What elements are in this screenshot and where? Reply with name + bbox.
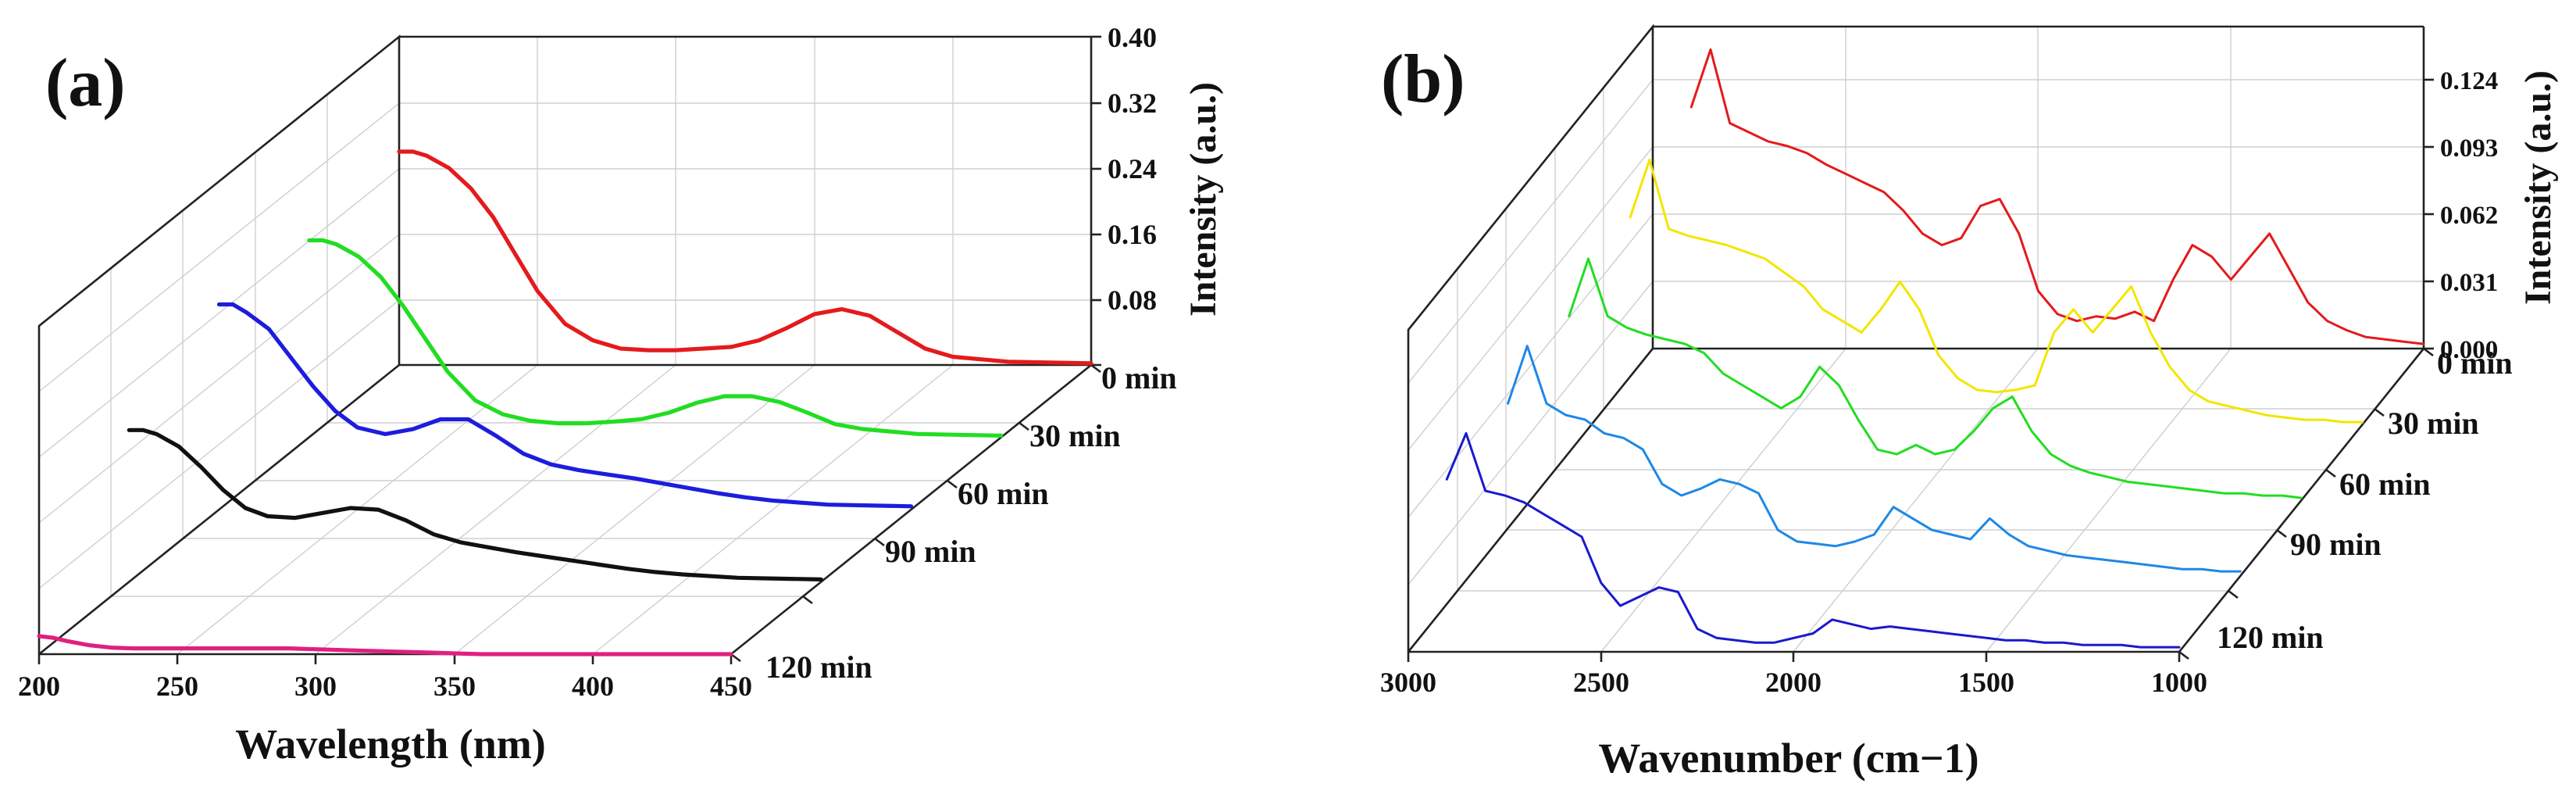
b-depth-label: 30 min — [2388, 406, 2479, 441]
series-line-120-min — [1445, 431, 2181, 649]
b-depth-label: 60 min — [2339, 467, 2431, 502]
series-line-30-min — [1629, 159, 2364, 424]
panel-a: (a) 200 250 300 350 400 450 Wavelength (… — [18, 22, 1224, 767]
a-y-tick: 0.40 — [1108, 22, 1157, 53]
a-y-tick: 0.08 — [1108, 284, 1157, 316]
a-depth-label: 90 min — [885, 534, 976, 569]
a-y-tick: 0.16 — [1108, 219, 1157, 250]
panel-a-label: (a) — [45, 45, 126, 121]
series-line-90-min — [1507, 345, 2242, 573]
b-y-tick: 0.062 — [2440, 202, 2498, 230]
a-depth-label: 30 min — [1029, 418, 1121, 453]
panel-b-x-title: Wavenumber (cm−1) — [1598, 735, 1978, 782]
series-line-60-min — [1568, 257, 2303, 499]
series-line-90-min — [127, 428, 823, 582]
b-y-tick: 0.000 — [2440, 336, 2498, 364]
panel-a-y-ticks: 0.40 0.32 0.24 0.16 0.08 — [1108, 22, 1157, 316]
b-y-tick: 0.031 — [2440, 269, 2498, 297]
a-x-tick: 250 — [156, 671, 198, 702]
a-depth-label: 0 min — [1101, 360, 1177, 395]
series-line-0-min — [1689, 48, 2425, 345]
panel-b-label: (b) — [1381, 41, 1465, 117]
a-x-tick: 200 — [18, 671, 60, 702]
panel-a-y-title: Intensity (a.u.) — [1183, 82, 1224, 317]
panel-b-grid — [1408, 26, 2424, 653]
b-x-tick: 1000 — [2151, 667, 2207, 698]
b-depth-label: 0 min — [2437, 345, 2513, 381]
panel-b-depth-labels: 0 min 30 min 60 min 90 min 120 min — [2217, 345, 2513, 655]
a-x-tick: 400 — [572, 671, 614, 702]
b-x-tick: 3000 — [1380, 667, 1436, 698]
series-line-60-min — [216, 302, 914, 509]
b-x-tick: 2500 — [1573, 667, 1629, 698]
panel-a-x-ticks: 200 250 300 350 400 450 — [18, 671, 752, 702]
panel-a-x-title: Wavelength (nm) — [235, 721, 546, 767]
series-line-120-min — [37, 634, 733, 657]
a-y-tick: 0.24 — [1108, 153, 1157, 184]
series-line-0-min — [397, 149, 1094, 366]
b-y-tick: 0.093 — [2440, 134, 2498, 163]
b-y-tick: 0.124 — [2440, 67, 2498, 95]
panel-a-depth-labels: 0 min 30 min 60 min 90 min 120 min — [765, 360, 1177, 685]
b-depth-label: 90 min — [2290, 527, 2382, 562]
a-depth-label: 60 min — [958, 476, 1049, 511]
a-y-tick: 0.32 — [1108, 88, 1157, 119]
a-x-tick: 300 — [294, 671, 337, 702]
series-line-30-min — [307, 238, 1004, 438]
panel-b-series — [1445, 48, 2425, 649]
panel-a-frame — [37, 34, 1101, 664]
b-x-tick: 1500 — [1958, 667, 2014, 698]
panel-b-y-title: Intensity (a.u.) — [2517, 70, 2559, 305]
a-depth-label: 120 min — [765, 649, 872, 685]
a-x-tick: 450 — [710, 671, 752, 702]
b-depth-label: 120 min — [2217, 620, 2324, 655]
panel-b: (b) 3000 2500 2000 1500 1000 Wavenumber … — [1380, 23, 2559, 782]
panel-b-frame — [1407, 23, 2434, 662]
b-x-tick: 2000 — [1765, 667, 1821, 698]
panel-b-y-ticks: 0.124 0.093 0.062 0.031 0.000 — [2440, 67, 2498, 364]
a-x-tick: 350 — [433, 671, 476, 702]
panel-b-x-ticks: 3000 2500 2000 1500 1000 — [1380, 667, 2207, 698]
panel-a-series — [37, 149, 1094, 657]
